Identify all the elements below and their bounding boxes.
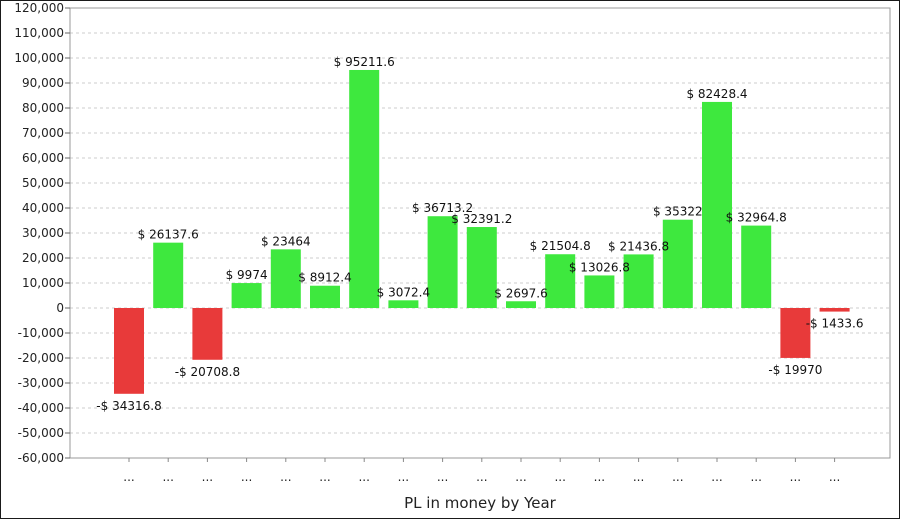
data-label: $ 21436.8	[608, 239, 669, 253]
data-label: $ 21504.8	[530, 239, 591, 253]
bars	[114, 69, 850, 394]
bar	[270, 249, 301, 308]
bar	[310, 285, 340, 308]
bar	[623, 254, 654, 308]
bar	[349, 69, 380, 308]
x-tick-label: ...	[202, 470, 213, 484]
y-tick-label: 60,000	[22, 151, 64, 165]
x-tick-label: ...	[790, 470, 801, 484]
y-tick-label: -10,000	[18, 326, 64, 340]
data-label: $ 9974	[226, 268, 268, 282]
x-tick-label: ...	[241, 470, 252, 484]
x-tick-label: ...	[319, 470, 330, 484]
data-label: $ 36713.2	[412, 201, 473, 215]
data-label: -$ 34316.8	[96, 399, 161, 413]
x-tick-label: ...	[162, 470, 173, 484]
y-tick-label: -30,000	[18, 376, 64, 390]
data-label: $ 13026.8	[569, 260, 630, 274]
y-tick-label: 50,000	[22, 176, 64, 190]
bar	[388, 300, 419, 308]
y-tick-label: -60,000	[18, 451, 64, 465]
x-tick-label: ...	[711, 470, 722, 484]
data-label: $ 35322	[653, 205, 703, 219]
x-axis-ticks: ........................................…	[123, 458, 840, 484]
y-tick-label: 40,000	[22, 201, 64, 215]
bar	[780, 308, 811, 358]
data-labels: -$ 34316.8 $ 26137.6 -$ 20708.8 $ 9974 $ 234…	[96, 55, 863, 413]
y-tick-label: -50,000	[18, 426, 64, 440]
data-label: $ 26137.6	[138, 228, 199, 242]
bar	[741, 225, 772, 308]
data-label: $ 95211.6	[334, 55, 395, 69]
x-tick-label: ...	[398, 470, 409, 484]
x-tick-label: ...	[123, 470, 134, 484]
x-tick-label: ...	[594, 470, 605, 484]
y-tick-label: -20,000	[18, 351, 64, 365]
y-tick-label: 80,000	[22, 101, 64, 115]
data-label: $ 23464	[261, 234, 311, 248]
y-tick-label: 30,000	[22, 226, 64, 240]
bar	[192, 308, 223, 360]
y-tick-label: 90,000	[22, 76, 64, 90]
y-tick-label: 120,000	[14, 1, 64, 15]
y-tick-label: 70,000	[22, 126, 64, 140]
data-label: $ 32391.2	[451, 212, 512, 226]
y-axis: 120,000 110,000 100,000 90,000 80,000 70,000 6…	[14, 1, 70, 465]
x-tick-label: ...	[437, 470, 448, 484]
data-label: $ 3072.4	[377, 285, 430, 299]
bar	[819, 308, 850, 312]
data-label: -$ 20708.8	[175, 365, 240, 379]
data-label: $ 82428.4	[686, 87, 747, 101]
y-tick-label: 100,000	[14, 51, 64, 65]
bar	[702, 101, 732, 308]
bar	[506, 301, 536, 308]
bar	[153, 242, 184, 308]
x-tick-label: ...	[358, 470, 369, 484]
x-tick-label: ...	[672, 470, 683, 484]
data-label: $ 32964.8	[726, 211, 787, 225]
x-tick-label: ...	[515, 470, 526, 484]
data-label: $ 2697.6	[494, 286, 547, 300]
x-tick-label: ...	[750, 470, 761, 484]
x-axis-label: PL in money by Year	[404, 494, 557, 512]
bar	[231, 283, 262, 308]
bar	[466, 227, 497, 308]
y-tick-label: 0	[56, 301, 64, 315]
bar	[427, 216, 458, 308]
x-tick-label: ...	[554, 470, 565, 484]
bar	[545, 254, 576, 308]
x-tick-label: ...	[280, 470, 291, 484]
bar	[584, 275, 615, 308]
bar	[662, 219, 693, 308]
data-label: -$ 1433.6	[806, 317, 864, 331]
y-tick-label: 20,000	[22, 251, 64, 265]
bar	[114, 308, 144, 394]
y-tick-label: 10,000	[22, 276, 64, 290]
data-label: $ 8912.4	[298, 271, 351, 285]
x-tick-label: ...	[829, 470, 840, 484]
x-tick-label: ...	[633, 470, 644, 484]
x-tick-label: ...	[476, 470, 487, 484]
data-label: -$ 19970	[768, 363, 822, 377]
y-tick-label: -40,000	[18, 401, 64, 415]
y-tick-label: 110,000	[14, 26, 64, 40]
